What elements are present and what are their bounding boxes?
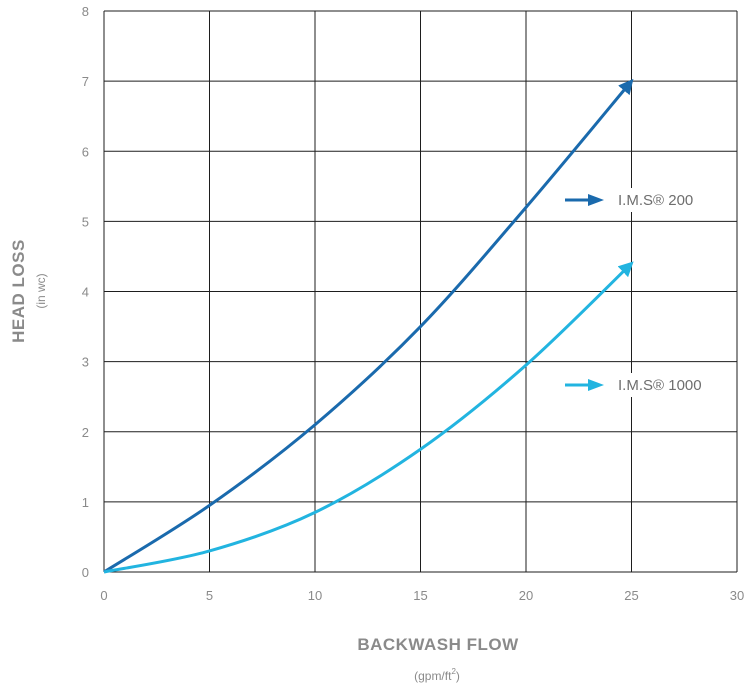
y-tick-label: 8 [82, 4, 89, 19]
y-tick-label: 2 [82, 425, 89, 440]
y-axis-title: HEAD LOSS [9, 239, 28, 343]
legend-arrow-icon [588, 194, 604, 206]
x-tick-label: 10 [308, 588, 322, 603]
legend-label-bg [612, 188, 712, 212]
legend-label: I.M.S® 1000 [618, 377, 702, 394]
y-tick-label: 3 [82, 355, 89, 370]
x-tick-label: 0 [100, 588, 107, 603]
x-tick-label: 25 [624, 588, 638, 603]
legend-label-bg [612, 373, 712, 397]
legend-label: I.M.S® 200 [618, 192, 693, 209]
legend-item-ims-200: I.M.S® 200 [560, 188, 712, 212]
x-tick-label: 5 [206, 588, 213, 603]
x-axis-unit: (gpm/ft2) [414, 667, 460, 683]
x-axis-title: BACKWASH FLOW [357, 635, 519, 654]
y-axis-unit: (in wc) [34, 273, 48, 308]
legend: I.M.S® 200 I.M.S® 1000 [560, 188, 712, 397]
y-axis-ticks: 0 1 2 3 4 5 6 7 8 [82, 4, 89, 580]
y-tick-label: 6 [82, 144, 89, 159]
y-tick-label: 5 [82, 214, 89, 229]
legend-arrow-icon [588, 379, 604, 391]
x-tick-label: 20 [519, 588, 533, 603]
y-tick-label: 4 [82, 285, 89, 300]
x-tick-label: 30 [730, 588, 744, 603]
y-tick-label: 1 [82, 495, 89, 510]
series-lines [103, 78, 634, 574]
x-axis-ticks: 0 5 10 15 20 25 30 [100, 588, 744, 603]
series-line-ims-200 [103, 78, 634, 574]
x-tick-label: 15 [413, 588, 427, 603]
y-tick-label: 0 [82, 565, 89, 580]
y-tick-label: 7 [82, 74, 89, 89]
series-line-ims-1000 [103, 261, 634, 574]
grid-lines [103, 10, 738, 573]
legend-item-ims-1000: I.M.S® 1000 [560, 373, 712, 397]
